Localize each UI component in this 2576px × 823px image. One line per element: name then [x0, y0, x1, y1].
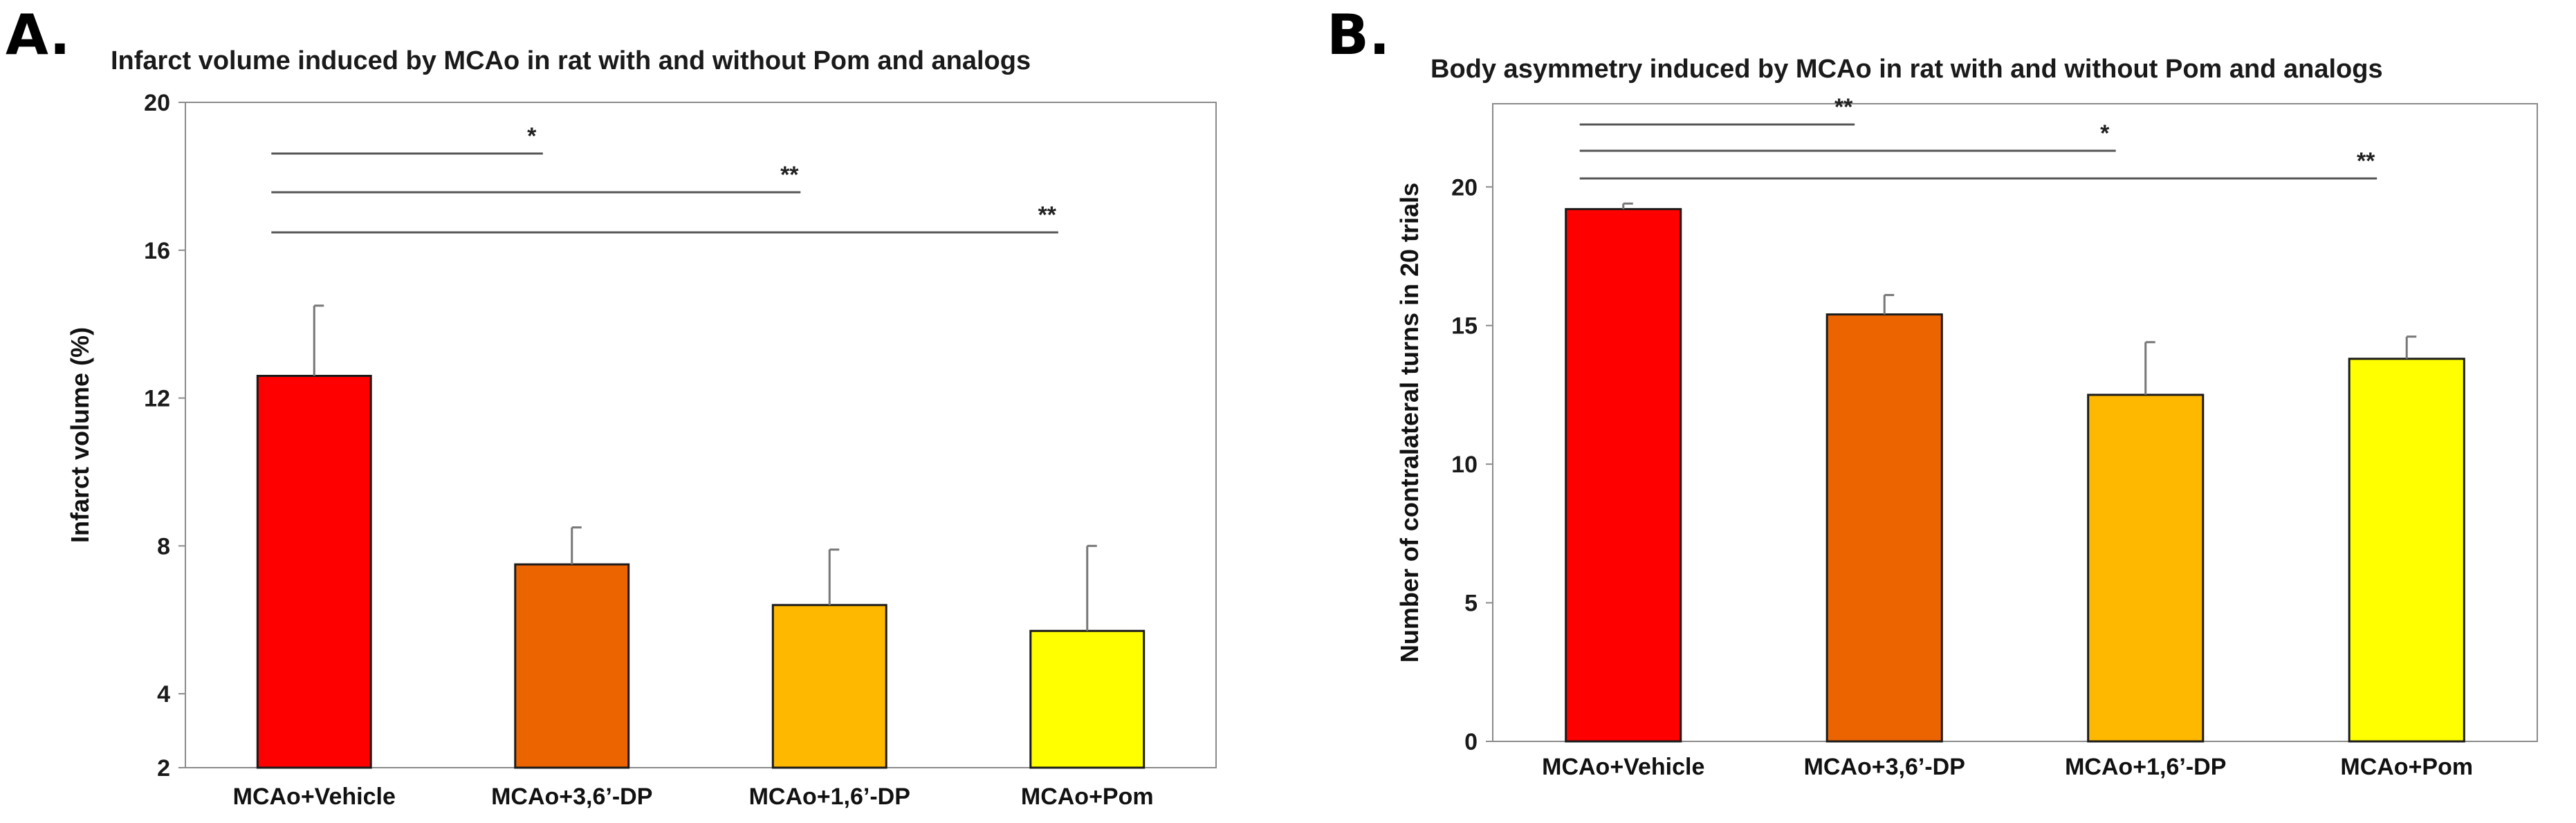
bar-4: [2348, 358, 2465, 743]
chart-a: A. Infarct volume induced by MCAo in rat …: [6, 3, 1217, 810]
bar-3: [771, 604, 887, 769]
chart-title: Body asymmetry induced by MCAo in rat wi…: [1430, 55, 2383, 84]
bar-1: [256, 374, 372, 769]
chart-title: Infarct volume induced by MCAo in rat wi…: [111, 46, 1031, 75]
x-category-label: MCAo+3,6’-DP: [491, 784, 652, 810]
bar-3: [2087, 394, 2205, 743]
significance-label: **: [2357, 148, 2375, 174]
plot-frame: [185, 102, 1217, 768]
significance-label: *: [2100, 120, 2110, 147]
plot-frame: [1492, 103, 2538, 742]
x-category-label: MCAo+1,6’-DP: [2065, 754, 2226, 780]
significance-label: *: [527, 123, 537, 149]
significance-label: **: [1038, 202, 1057, 228]
panel-label: B.: [1327, 3, 1390, 67]
x-category-label: MCAo+1,6’-DP: [749, 784, 910, 810]
x-category-label: MCAo+Vehicle: [233, 784, 396, 810]
y-axis-label: Infarct volume (%): [66, 327, 94, 543]
bar-2: [1825, 313, 1943, 743]
y-tick-label: 16: [144, 238, 170, 264]
significance-label: **: [1834, 94, 1853, 120]
x-category-label: MCAo+Pom: [2340, 754, 2473, 780]
bar-1: [1565, 207, 1682, 743]
y-tick-label: 0: [1464, 729, 1478, 755]
significance-label: **: [780, 162, 799, 188]
x-category-label: MCAo+Pom: [1021, 784, 1154, 810]
y-tick-label: 12: [144, 386, 170, 412]
y-tick-label: 4: [157, 681, 170, 708]
chart-b: B. Body asymmetry induced by MCAo in rat …: [1327, 3, 2538, 780]
y-tick-label: 15: [1451, 313, 1478, 340]
y-tick-label: 2: [157, 755, 170, 782]
y-tick-label: 20: [144, 90, 170, 116]
y-tick-label: 8: [157, 533, 170, 560]
y-tick-label: 5: [1464, 591, 1478, 617]
y-axis-label: Number of contralateral turns in 20 tria…: [1395, 183, 1424, 663]
y-tick-label: 10: [1451, 452, 1478, 478]
panel-label: A.: [6, 3, 71, 67]
bar-4: [1029, 629, 1146, 769]
bar-2: [514, 563, 630, 769]
y-tick-label: 20: [1451, 174, 1478, 201]
x-category-label: MCAo+3,6’-DP: [1804, 754, 1965, 780]
x-category-label: MCAo+Vehicle: [1542, 754, 1704, 780]
